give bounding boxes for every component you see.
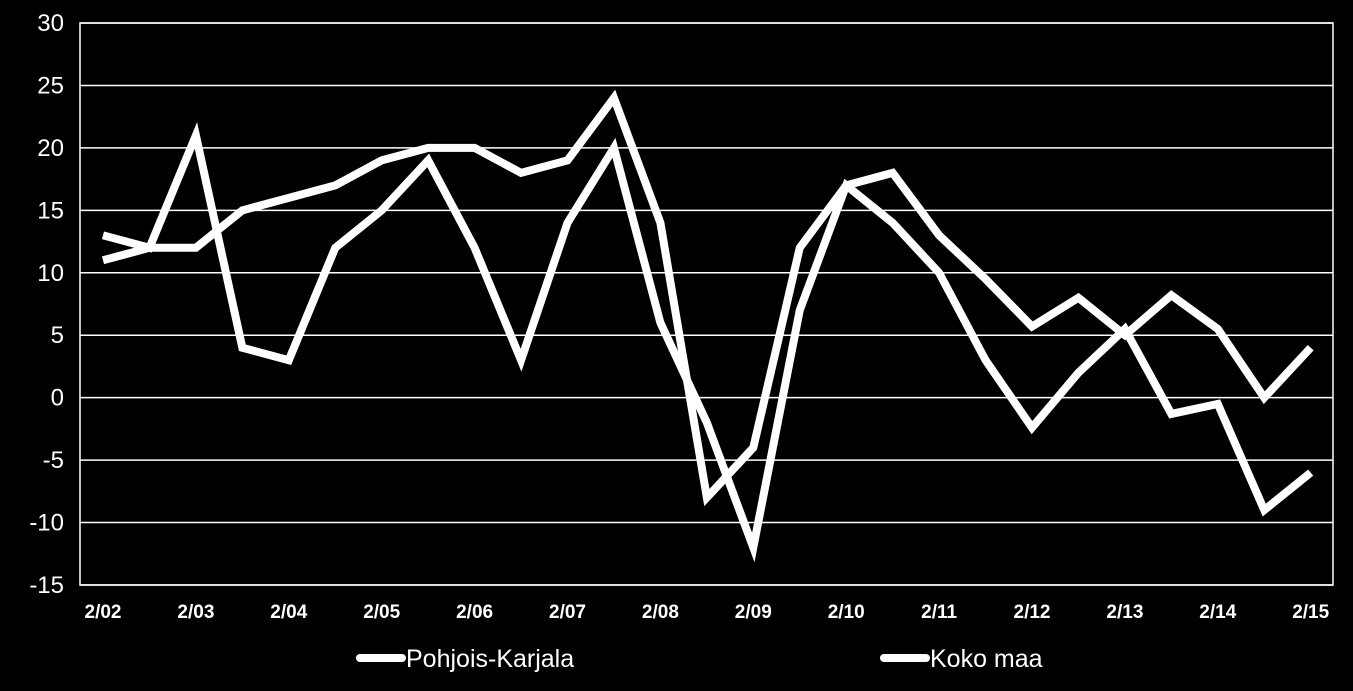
- x-tick-label: 2/11: [921, 602, 957, 623]
- x-tick-label: 2/04: [270, 602, 307, 623]
- series-lines: [101, 89, 1314, 563]
- x-tick-label: 2/05: [363, 602, 400, 623]
- legend-label: Pohjois-Karjala: [406, 645, 574, 673]
- x-tick-label: 2/14: [1199, 602, 1236, 623]
- series-line-koko-maa: [101, 89, 1314, 507]
- y-tick-label: 10: [37, 260, 64, 287]
- y-axis-tick-labels: 30 25 20 15 10 5 0 -5 -10 -15: [29, 10, 64, 599]
- legend-label: Koko maa: [930, 645, 1043, 673]
- x-tick-label: 2/13: [1106, 602, 1143, 623]
- x-tick-label: 2/10: [828, 602, 865, 623]
- x-tick-label: 2/02: [85, 602, 122, 623]
- y-tick-label: 5: [51, 322, 64, 349]
- x-axis-tick-labels: 2/02 2/03 2/04 2/05 2/06 2/07 2/08 2/09 2/10 2/11…: [85, 602, 1330, 623]
- x-tick-label: 2/03: [177, 602, 214, 623]
- x-tick-label: 2/09: [735, 602, 772, 623]
- x-tick-label: 2/12: [1014, 602, 1051, 623]
- y-tick-label: -10: [29, 510, 64, 537]
- x-tick-label: 2/15: [1292, 602, 1329, 623]
- x-tick-label: 2/08: [642, 602, 679, 623]
- series-line-pohjois-karjala: [101, 122, 1314, 563]
- plot-area-border: [79, 22, 1334, 586]
- y-tick-label: 0: [51, 385, 64, 412]
- y-tick-label: 25: [37, 72, 64, 99]
- y-tick-label: 30: [37, 10, 64, 37]
- x-tick-label: 2/06: [456, 602, 493, 623]
- y-tick-label: -15: [29, 572, 64, 599]
- y-tick-label: 15: [37, 197, 64, 224]
- x-tick-label: 2/07: [549, 602, 586, 623]
- legend: Pohjois-Karjala Koko maa: [356, 645, 1043, 673]
- y-tick-label: 20: [37, 135, 64, 162]
- y-tick-label: -5: [43, 447, 64, 474]
